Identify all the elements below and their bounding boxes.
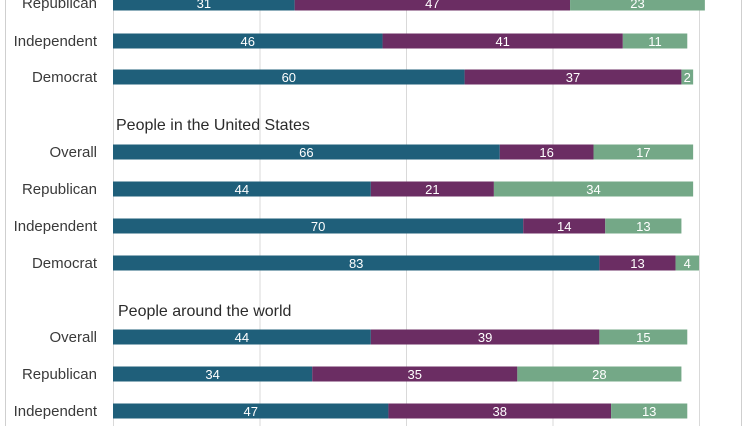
row-label-1-0: Overall <box>49 144 97 161</box>
row-label-2-0: Overall <box>49 329 97 346</box>
bar-value-label-1-0-2: 17 <box>636 145 650 160</box>
row-label-2-2: Independent <box>14 403 98 420</box>
bar-segment-0-2-1 <box>464 69 682 85</box>
bar-segment-1-1-0 <box>113 181 371 197</box>
bar-value-label-1-3-0: 83 <box>349 256 363 271</box>
bar-segment-1-3-1 <box>599 255 676 271</box>
group-title-1: People in the United States <box>116 117 310 134</box>
bar-segment-1-3-2 <box>675 255 699 271</box>
bar-segment-2-2-1 <box>388 403 612 419</box>
row-label-1-1: Republican <box>22 181 97 198</box>
row-label-0-0: Republican <box>22 0 97 12</box>
bar-value-label-2-0-2: 15 <box>636 330 650 345</box>
bar-segment-2-2-2 <box>611 403 688 419</box>
bar-segment-2-1-1 <box>312 366 518 382</box>
bar-value-label-1-1-0: 44 <box>235 182 249 197</box>
bar-value-label-2-2-0: 47 <box>243 404 257 419</box>
bar-value-label-0-1-1: 41 <box>495 34 509 49</box>
bar-segment-0-1-1 <box>382 33 623 49</box>
bar-segment-0-0-2 <box>570 0 705 11</box>
bar-value-label-2-1-1: 35 <box>408 367 422 382</box>
bar-segment-1-3-0 <box>113 255 600 271</box>
bar-value-label-1-3-1: 13 <box>630 256 644 271</box>
bar-segment-0-1-0 <box>113 33 383 49</box>
bar-value-label-1-2-0: 70 <box>311 219 325 234</box>
bar-value-label-1-0-1: 16 <box>539 145 553 160</box>
bar-segment-2-0-2 <box>599 329 688 345</box>
bar-value-label-0-1-0: 46 <box>241 34 255 49</box>
bar-value-label-2-1-2: 28 <box>592 367 606 382</box>
bar-value-label-1-1-1: 21 <box>425 182 439 197</box>
bar-segment-2-1-0 <box>113 366 313 382</box>
bar-value-label-1-2-1: 14 <box>557 219 571 234</box>
row-label-2-1: Republican <box>22 366 97 383</box>
bar-value-label-0-2-0: 60 <box>282 70 296 85</box>
bar-segment-2-1-2 <box>517 366 682 382</box>
row-label-1-2: Independent <box>14 218 98 235</box>
bar-value-label-2-2-2: 13 <box>642 404 656 419</box>
bar-value-label-2-2-1: 38 <box>493 404 507 419</box>
bar-value-label-2-0-1: 39 <box>478 330 492 345</box>
bar-value-label-1-1-2: 34 <box>586 182 600 197</box>
bar-segment-2-0-0 <box>113 329 371 345</box>
bar-value-label-1-3-2: 4 <box>684 256 691 271</box>
bar-segment-0-0-0 <box>113 0 295 11</box>
bar-segment-1-1-2 <box>493 181 694 197</box>
bar-segment-0-2-0 <box>113 69 465 85</box>
bar-segment-1-2-1 <box>523 218 606 234</box>
bar-segment-0-1-2 <box>622 33 688 49</box>
bar-segment-1-2-2 <box>605 218 682 234</box>
row-label-0-2: Democrat <box>32 69 98 86</box>
bar-value-label-1-0-0: 66 <box>299 145 313 160</box>
bar-value-label-2-0-0: 44 <box>235 330 249 345</box>
bar-segment-1-2-0 <box>113 218 524 234</box>
bar-value-label-0-0-0: 31 <box>197 0 211 11</box>
bar-segment-1-0-1 <box>499 144 594 160</box>
bar-segment-0-2-2 <box>681 69 694 85</box>
bar-value-label-1-2-2: 13 <box>636 219 650 234</box>
bar-value-label-0-2-1: 37 <box>566 70 580 85</box>
bar-value-label-0-1-2: 11 <box>648 34 662 49</box>
bar-segment-2-2-0 <box>113 403 389 419</box>
row-label-0-1: Independent <box>14 33 98 50</box>
bar-segment-1-1-1 <box>370 181 494 197</box>
bar-segment-0-0-1 <box>294 0 571 11</box>
bar-segment-1-0-0 <box>113 144 500 160</box>
group-title-2: People around the world <box>118 303 291 320</box>
bar-segment-2-0-1 <box>370 329 600 345</box>
row-label-1-3: Democrat <box>32 255 98 272</box>
bar-value-label-0-0-2: 23 <box>630 0 644 11</box>
bar-value-label-0-2-2: 2 <box>684 70 691 85</box>
bar-value-label-2-1-0: 34 <box>205 367 219 382</box>
bar-segment-1-0-2 <box>593 144 694 160</box>
bar-value-label-0-0-1: 47 <box>425 0 439 11</box>
